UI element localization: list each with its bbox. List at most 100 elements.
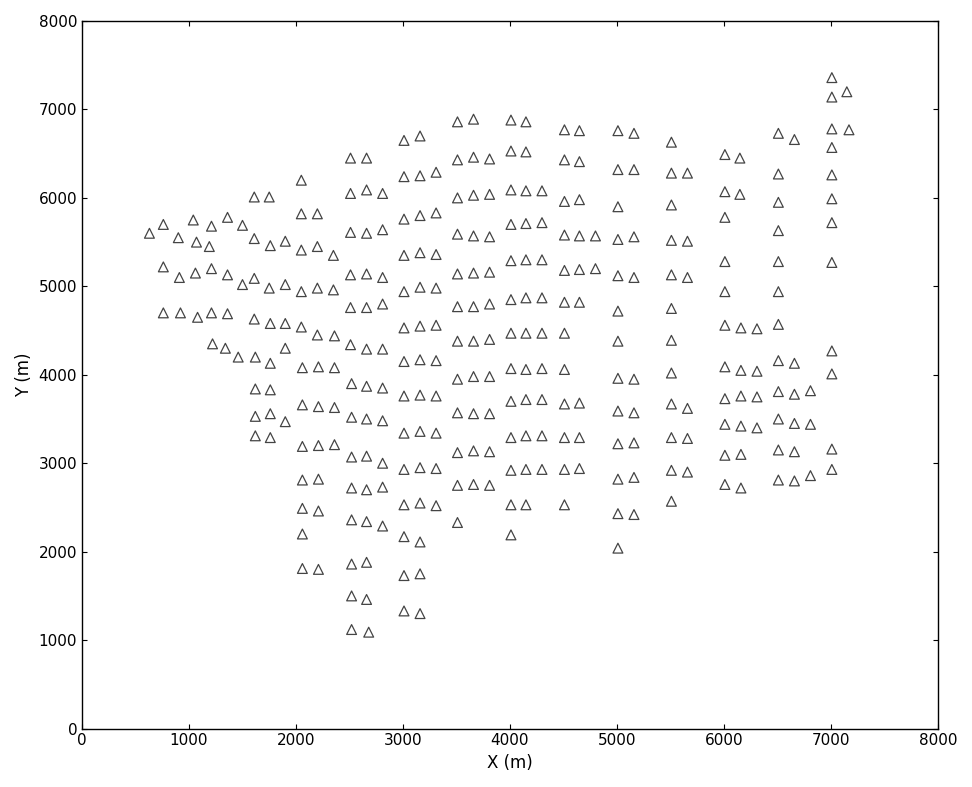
Point xyxy=(717,393,733,405)
Point xyxy=(429,462,444,475)
Point xyxy=(261,190,277,203)
Point xyxy=(310,208,326,220)
Point xyxy=(482,297,498,310)
Point xyxy=(156,260,171,273)
Point xyxy=(412,567,428,580)
Point xyxy=(732,188,747,201)
Point xyxy=(610,269,626,282)
Point xyxy=(450,228,466,241)
Point xyxy=(412,246,428,259)
Point xyxy=(610,372,626,385)
Point xyxy=(717,449,733,461)
Point xyxy=(626,127,642,139)
Point xyxy=(749,323,765,335)
Point xyxy=(557,397,573,410)
Point xyxy=(397,498,412,511)
Point xyxy=(771,255,786,268)
Point xyxy=(535,430,550,442)
Point xyxy=(343,338,359,351)
Point xyxy=(412,130,428,142)
Point xyxy=(717,478,733,491)
Point xyxy=(412,389,428,401)
Point xyxy=(359,227,374,239)
Point xyxy=(466,113,481,125)
Point xyxy=(189,236,204,249)
Point xyxy=(412,320,428,332)
Point xyxy=(503,464,519,477)
Point xyxy=(518,363,534,375)
Point xyxy=(220,268,235,281)
Point xyxy=(518,291,534,304)
Point xyxy=(173,307,189,320)
Point xyxy=(375,382,391,394)
Point xyxy=(450,268,466,280)
Point xyxy=(343,268,359,281)
Point xyxy=(326,283,341,296)
Point xyxy=(482,445,498,458)
Point xyxy=(733,390,748,402)
Point xyxy=(310,329,326,342)
Point xyxy=(412,209,428,222)
Point xyxy=(262,239,278,252)
Point xyxy=(824,345,840,357)
Point xyxy=(343,152,359,164)
Point xyxy=(466,189,481,201)
Point xyxy=(248,351,263,364)
Point xyxy=(572,462,587,475)
Point xyxy=(503,362,519,375)
Point xyxy=(375,187,391,200)
Point xyxy=(824,193,840,205)
Point xyxy=(572,263,587,275)
Point xyxy=(218,342,233,355)
Point xyxy=(664,495,679,508)
Point xyxy=(204,262,220,275)
Point xyxy=(412,281,428,294)
Point xyxy=(156,218,171,231)
Point xyxy=(429,282,444,294)
Point xyxy=(518,394,534,406)
Point xyxy=(156,307,171,320)
Point xyxy=(294,286,309,298)
Point xyxy=(503,327,519,339)
Point xyxy=(188,267,203,279)
Point xyxy=(327,330,342,342)
Point xyxy=(412,608,428,620)
Point xyxy=(375,272,391,284)
Point xyxy=(343,301,359,314)
Point xyxy=(248,410,263,423)
Point xyxy=(824,72,840,84)
Point xyxy=(841,124,856,136)
Point xyxy=(679,432,695,445)
Point xyxy=(344,411,360,423)
Point xyxy=(771,412,786,425)
Point xyxy=(572,155,587,168)
Point xyxy=(344,451,360,464)
Point xyxy=(482,333,498,345)
Point xyxy=(375,343,391,356)
Point xyxy=(375,481,391,493)
Point xyxy=(311,563,327,575)
Point xyxy=(503,145,519,157)
Point xyxy=(572,230,587,242)
Point xyxy=(170,231,186,244)
Point xyxy=(717,319,733,331)
Point xyxy=(450,116,466,128)
Point xyxy=(375,457,391,470)
Point xyxy=(277,416,293,428)
Point xyxy=(535,327,550,339)
Point xyxy=(310,240,326,253)
Point xyxy=(344,377,360,390)
Point xyxy=(557,153,573,166)
Point xyxy=(343,226,359,238)
Point xyxy=(503,294,519,306)
Point xyxy=(749,422,765,434)
Point xyxy=(572,296,587,309)
Point xyxy=(557,431,573,444)
Point xyxy=(664,464,679,477)
Point xyxy=(664,136,679,149)
Point xyxy=(664,334,679,346)
Point xyxy=(412,461,428,474)
Point xyxy=(824,256,840,268)
Point xyxy=(824,368,840,380)
Point xyxy=(803,418,818,430)
